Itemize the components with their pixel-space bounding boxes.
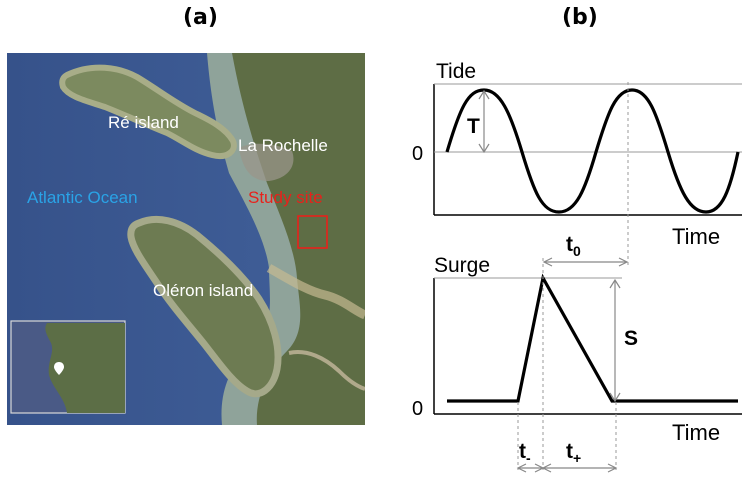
surge-time-label: Time bbox=[672, 420, 720, 445]
t-plus-interval: t+ bbox=[541, 440, 618, 473]
oleron-island bbox=[127, 215, 282, 398]
surge-plot: Surge 0 S Time bbox=[412, 254, 742, 445]
location-pin-icon bbox=[54, 362, 64, 375]
tide-plot: Tide 0 T Time bbox=[412, 60, 742, 249]
tide-curve bbox=[445, 88, 740, 214]
re-island bbox=[59, 64, 237, 159]
study-site-label: Study site bbox=[248, 188, 323, 207]
surge-curve bbox=[447, 273, 738, 403]
surge-amplitude-arrowhead-bottom bbox=[609, 392, 621, 403]
t0-interval: t0 bbox=[542, 233, 629, 267]
france-inset-map bbox=[10, 320, 126, 414]
surge-zero-label: 0 bbox=[412, 398, 423, 420]
estuary bbox=[266, 264, 365, 320]
surge-amplitude-arrowhead-top bbox=[609, 278, 621, 289]
t-plus-label: t+ bbox=[566, 440, 581, 466]
panel-label-a: (a) bbox=[183, 5, 218, 30]
atlantic-ocean-label: Atlantic Ocean bbox=[27, 188, 138, 207]
tide-amplitude-arrowhead-bottom bbox=[478, 143, 490, 154]
surge-amplitude-label: S bbox=[624, 327, 638, 350]
oleron-island-label: Oléron island bbox=[153, 281, 253, 300]
t-minus-label: t- bbox=[519, 440, 531, 466]
study-site-box bbox=[297, 215, 328, 249]
tide-surge-schematic: Tide 0 T Time Surge 0 S Time t0 bbox=[412, 60, 742, 473]
re-island-label: Ré island bbox=[108, 113, 179, 132]
river bbox=[288, 350, 365, 391]
urban-area bbox=[239, 143, 294, 181]
france-landmass bbox=[45, 323, 125, 413]
satellite-map: Ré island La Rochelle Atlantic Ocean Stu… bbox=[7, 53, 365, 425]
tide-zero-label: 0 bbox=[412, 143, 423, 165]
t0-label: t0 bbox=[566, 233, 581, 259]
surge-title: Surge bbox=[434, 254, 490, 277]
tide-title: Tide bbox=[436, 60, 476, 83]
tide-amplitude-label: T bbox=[467, 115, 480, 138]
tide-time-label: Time bbox=[672, 224, 720, 249]
t-minus-interval: t- bbox=[516, 440, 545, 473]
tide-amplitude-arrowhead-top bbox=[478, 89, 490, 100]
la-rochelle-label: La Rochelle bbox=[238, 136, 328, 155]
panel-label-b: (b) bbox=[562, 5, 598, 30]
